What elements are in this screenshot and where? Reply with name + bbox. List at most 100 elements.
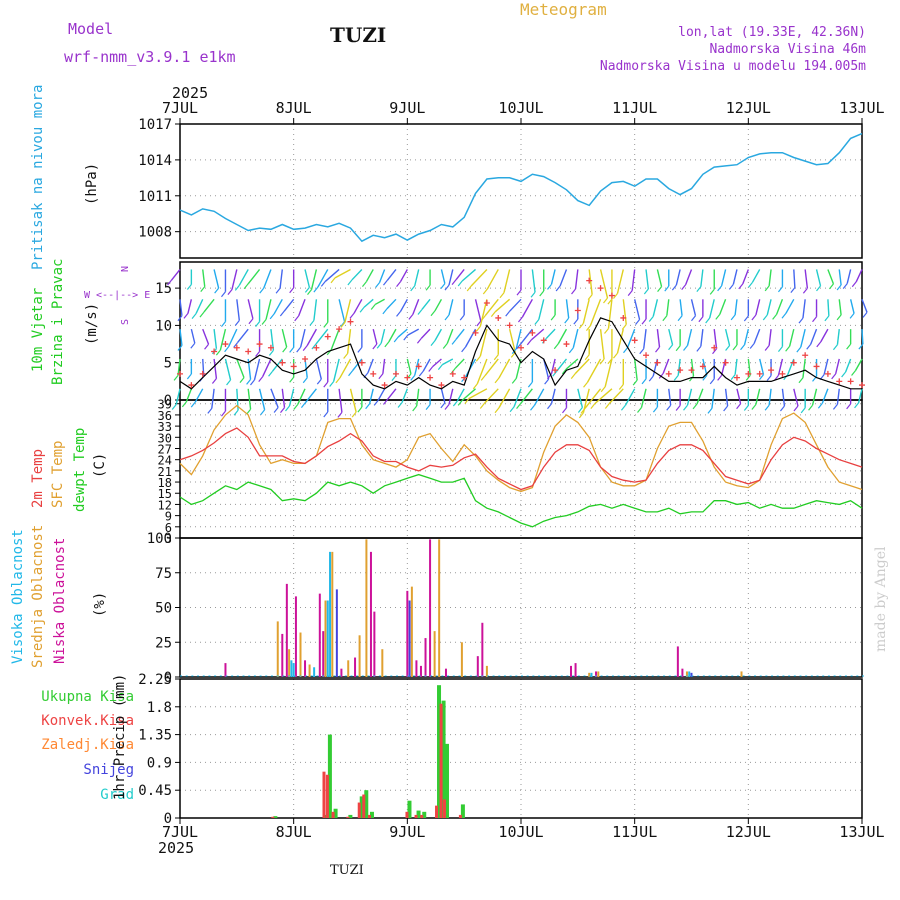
wind-barb-head xyxy=(480,375,486,381)
wind-barb-head xyxy=(831,373,837,380)
wind-barb xyxy=(633,358,638,381)
cloud-ylabel-1: Visoka Oblacnost xyxy=(10,529,26,664)
wind-barb-head xyxy=(749,343,755,349)
wind-barb xyxy=(753,328,761,344)
gust-marker xyxy=(574,307,581,314)
wind-barb-head xyxy=(323,381,329,388)
wind-barb-head xyxy=(842,283,848,289)
wind-barb xyxy=(420,328,431,339)
wind-barb xyxy=(498,388,511,409)
gust-marker xyxy=(847,378,854,385)
wind-barb xyxy=(213,269,220,289)
wind-barb-head xyxy=(854,402,860,409)
wind-barb-head xyxy=(261,319,267,325)
wind-barb-head xyxy=(494,407,500,414)
gust-marker xyxy=(233,344,240,351)
panel-frame xyxy=(179,537,863,678)
wind-barb-head xyxy=(751,404,757,410)
wind-barb xyxy=(448,269,454,286)
temp-ylabel-2: SFC Temp xyxy=(50,441,66,508)
wind-barb-head xyxy=(681,284,687,290)
wind-barb-head xyxy=(785,345,791,352)
precip-total-bar xyxy=(407,800,412,818)
wind-barb xyxy=(700,329,704,347)
wind-barb-head xyxy=(571,288,576,295)
wind-barb-head xyxy=(544,378,550,385)
wind-barb-head xyxy=(373,399,379,406)
wind-barb-head xyxy=(862,311,868,318)
wind-barb xyxy=(332,358,340,382)
wind-barb-head xyxy=(709,288,715,295)
precip-total-bar xyxy=(359,796,364,818)
wind-barb xyxy=(724,388,729,407)
gust-marker xyxy=(290,363,297,370)
wind-barb xyxy=(538,299,545,320)
wind-unit: (m/s) xyxy=(84,303,100,345)
wind-barb xyxy=(800,328,806,348)
wind-barb-head xyxy=(396,311,402,317)
wind-barb xyxy=(802,358,806,378)
precip-legend-hail: Grad xyxy=(100,787,134,803)
wind-barb xyxy=(304,269,311,288)
y-tick-label: 15 xyxy=(158,487,172,501)
precip-conv-bar xyxy=(439,703,443,818)
wind-barb xyxy=(855,269,863,283)
wind-barb xyxy=(479,328,488,357)
pressure-unit: (hPa) xyxy=(84,163,100,205)
wind-barb-head xyxy=(668,344,674,351)
wind-barb xyxy=(202,269,206,287)
wind-barb xyxy=(455,269,465,281)
wind-barb xyxy=(397,328,408,338)
wind-barb xyxy=(785,298,795,314)
gust-marker xyxy=(449,370,456,377)
wind-barb xyxy=(377,388,386,401)
wind-barb xyxy=(696,388,704,405)
pressure-line xyxy=(179,132,863,243)
gust-marker xyxy=(768,367,775,374)
wind-barb-head xyxy=(841,371,847,378)
wind-barb-head xyxy=(416,337,422,344)
wind-barb xyxy=(414,358,420,376)
wind-barb xyxy=(747,358,751,376)
wind-barb xyxy=(476,358,488,385)
wind-barb-head xyxy=(580,407,586,414)
day-label-top: 12JUL xyxy=(726,99,771,117)
wind-direction-label: W <--|--> E xyxy=(84,290,150,301)
wind-barb xyxy=(607,299,613,329)
wind-barb xyxy=(557,328,568,345)
wind-barb-head xyxy=(490,311,496,318)
wind-barb xyxy=(434,298,443,312)
plot-area: 1008101110141017051015369121518212427303… xyxy=(138,99,884,841)
gust-marker xyxy=(302,355,309,362)
wind-barb-head xyxy=(343,353,349,359)
wind-barb xyxy=(686,328,693,346)
wind-barb-head xyxy=(692,403,698,410)
wind-barb-head xyxy=(296,346,302,353)
wind-barb xyxy=(313,299,318,321)
wind-barb xyxy=(838,269,842,286)
precip-conv-bar xyxy=(357,802,361,818)
cloud-unit: (%) xyxy=(92,592,108,617)
wind-barb xyxy=(365,269,374,282)
wind-barb xyxy=(574,358,590,375)
wind-barb xyxy=(838,299,842,315)
wind-barb-head xyxy=(234,284,240,291)
wind-barb-head xyxy=(505,310,511,317)
wind-barb xyxy=(520,328,533,345)
wind-barb-head xyxy=(736,403,742,410)
gust-marker xyxy=(552,367,559,374)
wind-barb xyxy=(821,388,829,404)
wind-barb xyxy=(465,328,477,348)
wind-barb-head xyxy=(539,290,545,297)
y-tick-label: 3 xyxy=(165,532,172,546)
wind-barb-head xyxy=(709,378,715,385)
wind-barb-head xyxy=(568,347,574,354)
wind-barb xyxy=(668,328,674,345)
wind-barb xyxy=(386,388,397,400)
gust-marker xyxy=(529,329,536,336)
wind-barb xyxy=(263,269,272,289)
wind-barb xyxy=(374,298,385,306)
y-tick-label: 0 xyxy=(164,811,172,827)
wind-barb-head xyxy=(583,381,588,388)
wind-barb-head xyxy=(273,407,279,413)
